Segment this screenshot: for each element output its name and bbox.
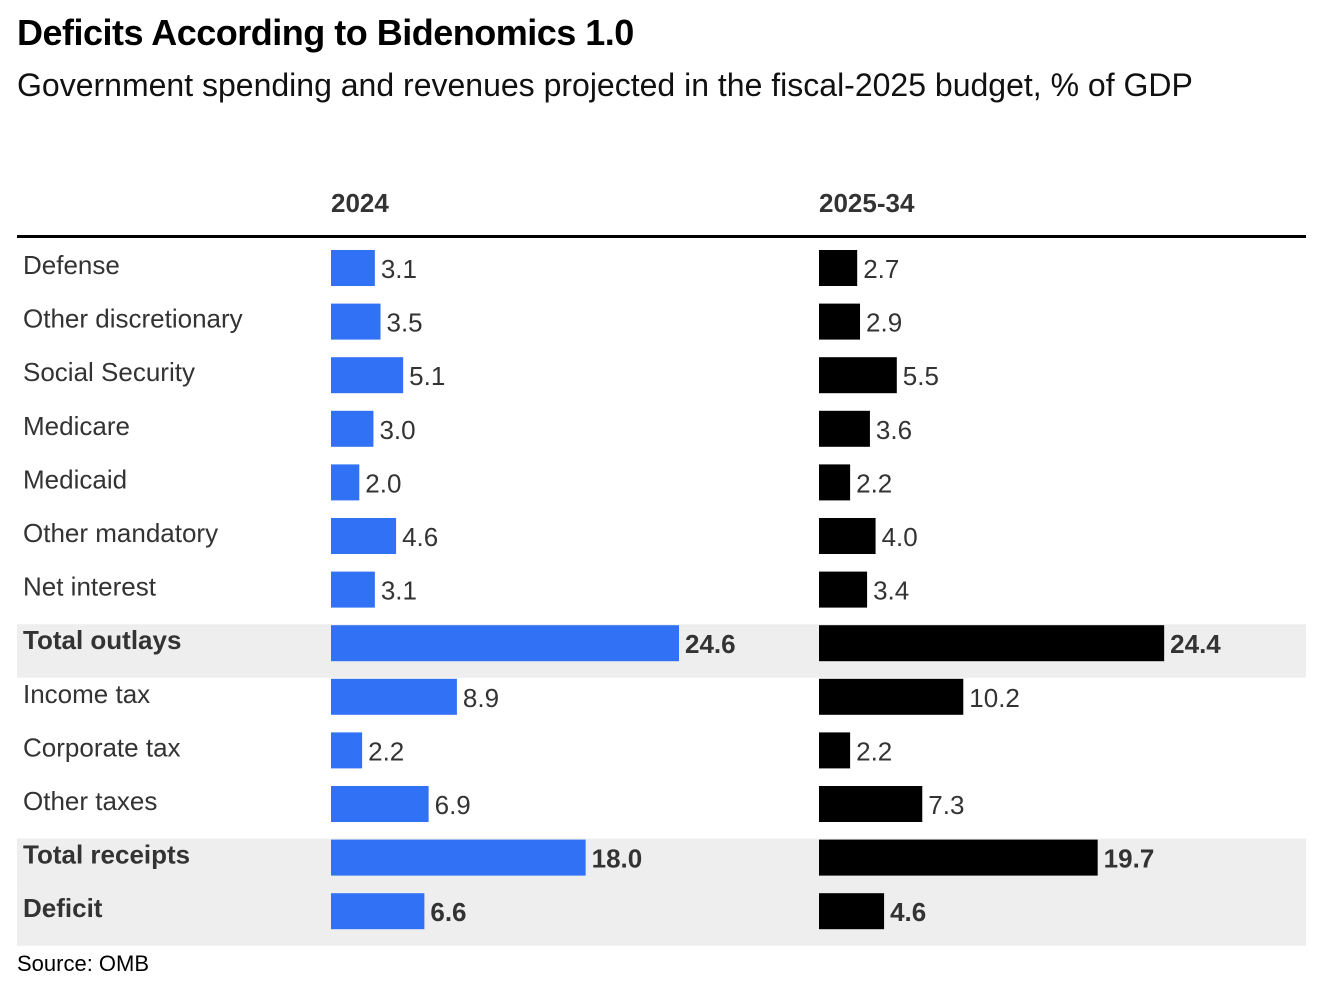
data-label: 2.2 <box>368 736 404 766</box>
bar-2025-34 <box>819 786 923 822</box>
data-label: 2.0 <box>365 468 401 498</box>
data-label: 4.0 <box>882 522 918 552</box>
column-header-2025-34: 2025-34 <box>819 188 915 218</box>
bar-2025-34 <box>819 732 851 769</box>
data-label: 2.7 <box>863 254 899 284</box>
row-label: Deficit <box>23 893 103 923</box>
bar-2024 <box>331 357 404 394</box>
bar-2025-34 <box>819 839 1098 876</box>
data-label: 10.2 <box>969 683 1020 713</box>
row-label: Total outlays <box>23 625 181 655</box>
bar-2025-34 <box>819 357 897 394</box>
bar-2025-34 <box>819 250 858 286</box>
data-label: 24.4 <box>1170 629 1221 659</box>
data-label: 5.1 <box>409 361 445 391</box>
data-label: 2.2 <box>856 736 892 766</box>
source-note: Source: OMB <box>17 951 150 976</box>
row-label: Medicare <box>23 411 130 441</box>
bar-2024 <box>331 625 679 662</box>
data-label: 4.6 <box>890 897 926 927</box>
bar-2024 <box>331 464 360 501</box>
chart-subtitle: Government spending and revenues project… <box>17 67 1193 103</box>
bar-2024 <box>331 410 374 447</box>
data-label: 3.5 <box>387 308 423 338</box>
bar-2024 <box>331 893 425 930</box>
data-label: 3.0 <box>379 415 415 445</box>
bar-2024 <box>331 732 363 769</box>
data-label: 2.2 <box>856 468 892 498</box>
data-label: 19.7 <box>1104 844 1155 874</box>
highlight-row-band <box>17 892 1306 946</box>
row-label: Other mandatory <box>23 518 218 548</box>
bar-2024 <box>331 518 397 554</box>
data-label: 7.3 <box>928 790 964 820</box>
data-label: 18.0 <box>592 844 643 874</box>
row-label: Defense <box>23 250 120 280</box>
bar-2025-34 <box>819 518 876 554</box>
bar-2025-34 <box>819 625 1165 662</box>
row-label: Net interest <box>23 572 157 602</box>
data-label: 24.6 <box>685 629 736 659</box>
data-label: 5.5 <box>903 361 939 391</box>
data-label: 6.6 <box>430 897 466 927</box>
bar-2025-34 <box>819 303 861 340</box>
bar-2024 <box>331 786 429 822</box>
bar-2024 <box>331 678 457 715</box>
row-label: Total receipts <box>23 840 190 870</box>
chart-title: Deficits According to Bidenomics 1.0 <box>17 12 634 53</box>
data-label: 8.9 <box>463 683 499 713</box>
bar-2024 <box>331 250 375 286</box>
bar-2024 <box>331 303 381 340</box>
data-label: 3.1 <box>381 254 417 284</box>
bar-2025-34 <box>819 464 851 501</box>
row-label: Medicaid <box>23 464 127 494</box>
bar-2025-34 <box>819 410 870 447</box>
data-label: 3.4 <box>873 576 909 606</box>
bar-2025-34 <box>819 571 868 608</box>
data-label: 3.1 <box>381 576 417 606</box>
bar-2024 <box>331 839 586 876</box>
row-label: Other discretionary <box>23 304 243 334</box>
row-label: Corporate tax <box>23 732 181 762</box>
bar-2025-34 <box>819 893 885 930</box>
data-label: 3.6 <box>876 415 912 445</box>
data-label: 4.6 <box>402 522 438 552</box>
bar-2025-34 <box>819 678 964 715</box>
row-label: Other taxes <box>23 786 157 816</box>
row-label: Social Security <box>23 357 195 387</box>
data-label: 6.9 <box>435 790 471 820</box>
data-label: 2.9 <box>866 308 902 338</box>
column-header-2024: 2024 <box>331 188 389 218</box>
row-label: Income tax <box>23 679 150 709</box>
bar-2024 <box>331 571 375 608</box>
header-rule <box>17 235 1306 238</box>
